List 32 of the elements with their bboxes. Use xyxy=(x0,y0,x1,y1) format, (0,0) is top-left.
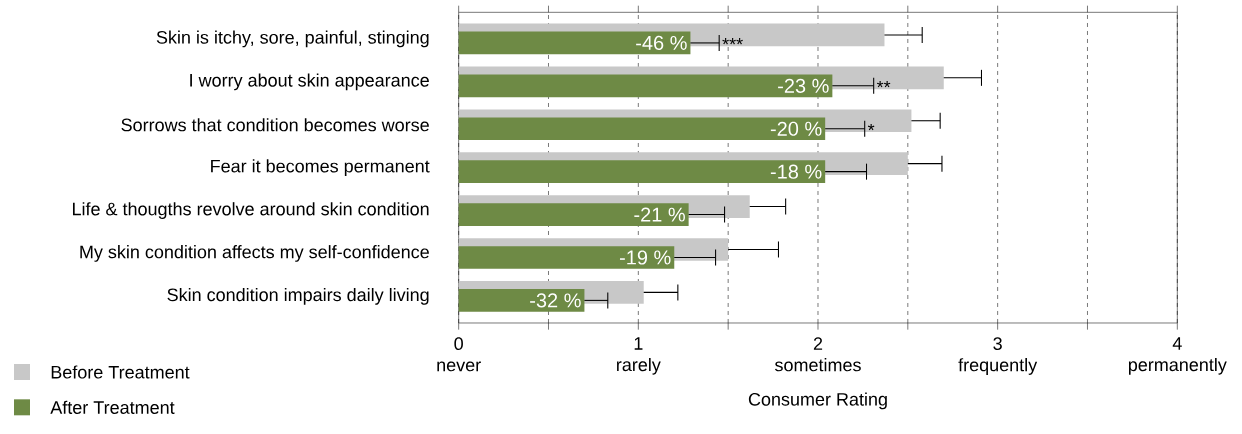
y-tick-label: I worry about skin appearance xyxy=(190,73,429,91)
legend-label: After Treatment xyxy=(50,400,175,414)
annotation: -21 % xyxy=(634,207,685,222)
annotation: -20 % xyxy=(770,121,822,136)
annotation: * xyxy=(867,123,875,131)
bar xyxy=(458,117,826,141)
bar xyxy=(458,74,833,98)
y-tick-label: My skin condition affects my self-confidence xyxy=(80,245,429,262)
bar xyxy=(458,246,675,269)
y-tick-label: Life & thougths revolve around skin condition xyxy=(73,202,429,219)
annotation: *** xyxy=(722,38,743,45)
bar xyxy=(458,31,691,55)
bar xyxy=(458,203,689,226)
legend-label: Before Treatment xyxy=(51,365,190,379)
x-tick-label: 1 rarely xyxy=(617,337,661,375)
annotation: ** xyxy=(876,80,891,88)
y-tick-label: Skin is itchy, sore, painful, stinging xyxy=(156,30,429,48)
y-tick-label: Sorrows that condition becomes worse xyxy=(121,118,429,132)
x-tick-label: 2 sometimes xyxy=(774,337,861,372)
annotation: -32 % xyxy=(530,293,581,308)
x-tick-label: 3 frequently xyxy=(958,337,1038,375)
annotation: -18 % xyxy=(770,164,822,179)
x-tick-label: 0 never xyxy=(437,337,481,372)
x-axis-title: Consumer Rating xyxy=(748,392,887,410)
y-tick-label: Fear it becomes permanent xyxy=(211,159,430,177)
annotation: -23 % xyxy=(778,78,829,93)
annotation: -19 % xyxy=(619,250,671,265)
bar xyxy=(458,289,585,312)
bar xyxy=(458,160,826,183)
x-tick-label: 4 permanently xyxy=(1128,337,1227,375)
annotation: -46 % xyxy=(636,35,687,50)
y-tick-label: Skin condition impairs daily living xyxy=(167,287,429,305)
